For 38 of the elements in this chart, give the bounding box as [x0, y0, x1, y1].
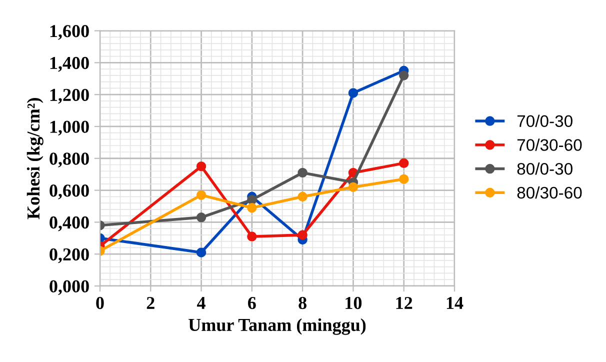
point [298, 168, 308, 178]
point [298, 230, 308, 240]
y-tick-label: 1,600 [50, 25, 89, 40]
x-tick-label: 2 [146, 296, 154, 309]
y-tick-label: 0,800 [50, 152, 89, 168]
point [298, 192, 308, 202]
x-tick-label: 14 [446, 297, 464, 309]
point [348, 88, 358, 98]
legend-label: 70/30-60 [517, 138, 582, 151]
point [247, 194, 257, 205]
point [196, 161, 206, 172]
x-tick-label: 0 [96, 296, 104, 310]
legend-label: 70/0-30 [517, 114, 572, 128]
point [398, 70, 409, 80]
point [247, 232, 257, 242]
legend-label: 80/30-60 [517, 186, 582, 199]
point [196, 248, 206, 258]
point [247, 202, 257, 213]
x-tick-label: 10 [346, 296, 362, 310]
x-axis-title: Umur Tanam (minggu) [188, 318, 366, 335]
y-tick-label: 1,000 [50, 120, 89, 136]
y-tick-label: 1,400 [50, 56, 89, 72]
point [348, 182, 358, 192]
point [398, 174, 409, 184]
y-axis-title: Kohesi (kg/cm²) [26, 98, 44, 220]
x-tick-label: 6 [248, 296, 256, 310]
point [398, 158, 409, 168]
point [196, 190, 206, 200]
y-tick-label: 0,600 [50, 184, 89, 200]
y-tick-label: 1,200 [50, 88, 89, 104]
x-tick-label: 8 [298, 296, 306, 310]
y-tick-label: 0,000 [50, 280, 89, 296]
legend-label: 80/0-30 [517, 162, 572, 175]
y-tick-label: 0,200 [50, 248, 89, 264]
y-tick-label: 0,400 [50, 216, 89, 232]
point [196, 212, 206, 222]
x-tick-label: 4 [197, 297, 206, 309]
x-tick-label: 12 [396, 296, 412, 309]
